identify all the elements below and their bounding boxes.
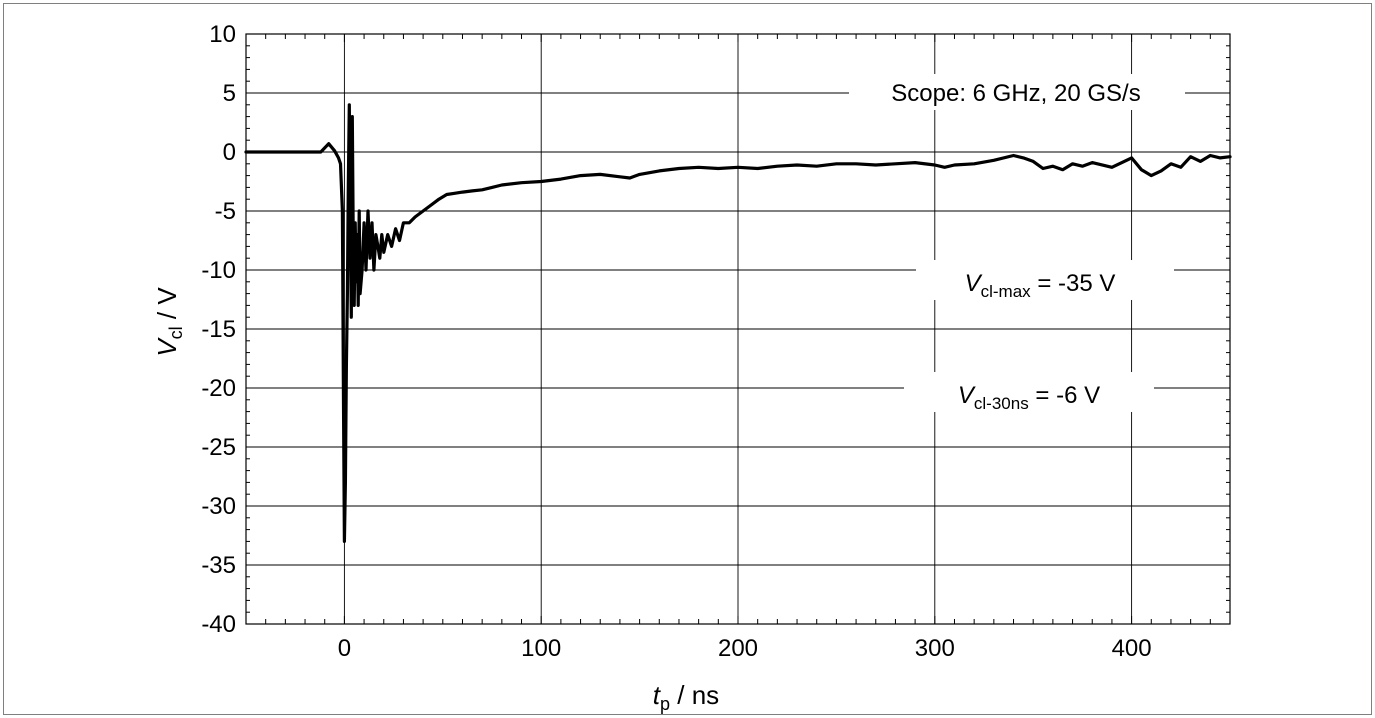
y-tick-label: -35 [201, 552, 236, 579]
x-axis-title-sub: p [660, 694, 670, 714]
plot-area-border [245, 33, 1231, 625]
y-axis-title-main: V [152, 337, 182, 357]
annotation-scope: Scope: 6 GHz, 20 GS/s [891, 80, 1140, 107]
y-tick-label: 0 [223, 139, 236, 166]
x-axis-title: tp / ns [653, 680, 719, 714]
series-line [244, 103, 1232, 543]
annotation-vcl30-suffix: = -6 V [1029, 382, 1100, 409]
y-tick-label: -20 [201, 375, 236, 402]
y-tick-label: -10 [201, 257, 236, 284]
y-tick-label: -15 [201, 316, 236, 343]
annotation-vclmax: Vcl-max = -35 V [965, 270, 1116, 301]
y-axis-title-sub: cl [166, 326, 186, 339]
annotation-vcl30-bg [904, 372, 1154, 412]
x-tick-label: 200 [718, 635, 758, 662]
x-tick-label: 100 [521, 635, 561, 662]
annotation-vclmax-main: V [965, 270, 983, 297]
y-tick-label: 5 [223, 80, 236, 107]
annotation-vcl30: Vcl-30ns = -6 V [958, 382, 1100, 413]
x-tick-labels: 0 100 200 300 400 [338, 635, 1152, 662]
annotation-scope-bg [849, 74, 1185, 110]
y-tick-label: -25 [201, 434, 236, 461]
y-tick-label: -5 [215, 198, 236, 225]
y-tick-label: 10 [209, 21, 236, 48]
x-tick-label: 300 [915, 635, 955, 662]
y-tick-label: -40 [201, 611, 236, 638]
annotation-vcl30-main: V [958, 382, 976, 409]
series-layer [244, 103, 1232, 543]
y-axis-title: Vcl / V [152, 287, 186, 357]
x-tick-label: 400 [1112, 635, 1152, 662]
x-tick-label: 0 [338, 635, 351, 662]
annotation-vclmax-bg [916, 260, 1174, 300]
y-axis-title-suffix: / V [152, 287, 182, 327]
x-axis-title-suffix: / ns [670, 680, 719, 710]
figure-frame: 10 5 0 -5 -10 -15 -20 -25 -30 -35 -40 0 100 200 300 40… [3, 3, 1372, 715]
y-tick-label: -30 [201, 493, 236, 520]
x-axis-title-main: t [653, 680, 662, 710]
grid [246, 33, 1230, 625]
annotation-vclmax-suffix: = -35 V [1031, 270, 1116, 297]
annotation-vclmax-sub: cl-max [981, 282, 1032, 301]
annotation-vcl30-sub: cl-30ns [974, 394, 1029, 413]
line-chart: 10 5 0 -5 -10 -15 -20 -25 -30 -35 -40 0 100 200 300 40… [152, 21, 1232, 714]
y-tick-labels: 10 5 0 -5 -10 -15 -20 -25 -30 -35 -40 [201, 21, 236, 638]
